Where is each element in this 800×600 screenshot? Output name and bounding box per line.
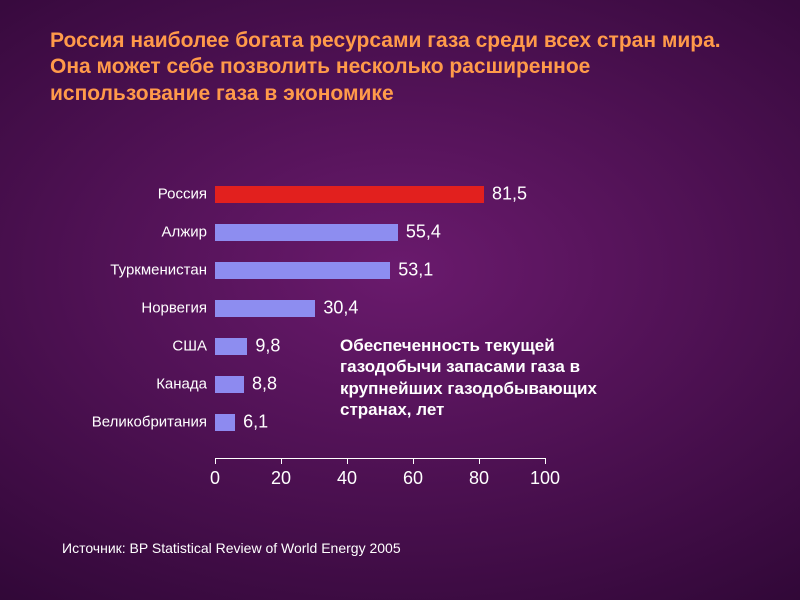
- x-tick: [347, 458, 348, 464]
- bar: [215, 376, 244, 393]
- source-caption: Источник: BP Statistical Review of World…: [62, 540, 401, 556]
- value-label: 53,1: [398, 260, 433, 281]
- x-axis: [215, 458, 545, 459]
- x-tick-label: 20: [271, 468, 291, 489]
- chart-annotation: Обеспеченность текущей газодобычи запаса…: [340, 335, 650, 420]
- bar-row: Туркменистан53,1: [215, 262, 545, 279]
- bar: [215, 414, 235, 431]
- x-tick: [413, 458, 414, 464]
- category-label: Россия: [158, 186, 215, 203]
- bar-row: Алжир55,4: [215, 224, 545, 241]
- value-label: 30,4: [323, 298, 358, 319]
- value-label: 9,8: [255, 336, 280, 357]
- x-tick-label: 60: [403, 468, 423, 489]
- bar: [215, 224, 398, 241]
- x-tick-label: 0: [210, 468, 220, 489]
- value-label: 55,4: [406, 222, 441, 243]
- category-label: Алжир: [161, 224, 215, 241]
- bar-row: Норвегия30,4: [215, 300, 545, 317]
- x-tick-label: 100: [530, 468, 560, 489]
- slide: Россия наиболее богата ресурсами газа ср…: [0, 0, 800, 600]
- category-label: Туркменистан: [110, 262, 215, 279]
- x-tick: [545, 458, 546, 464]
- x-tick: [281, 458, 282, 464]
- bar: [215, 186, 484, 203]
- category-label: США: [172, 338, 215, 355]
- category-label: Великобритания: [92, 414, 215, 431]
- value-label: 8,8: [252, 374, 277, 395]
- x-tick-label: 80: [469, 468, 489, 489]
- x-tick: [479, 458, 480, 464]
- bar: [215, 300, 315, 317]
- value-label: 6,1: [243, 412, 268, 433]
- bar-row: Россия81,5: [215, 186, 545, 203]
- category-label: Канада: [156, 376, 215, 393]
- bar: [215, 262, 390, 279]
- x-tick: [215, 458, 216, 464]
- x-tick-label: 40: [337, 468, 357, 489]
- category-label: Норвегия: [141, 300, 215, 317]
- value-label: 81,5: [492, 184, 527, 205]
- slide-title: Россия наиболее богата ресурсами газа ср…: [50, 28, 750, 107]
- bar: [215, 338, 247, 355]
